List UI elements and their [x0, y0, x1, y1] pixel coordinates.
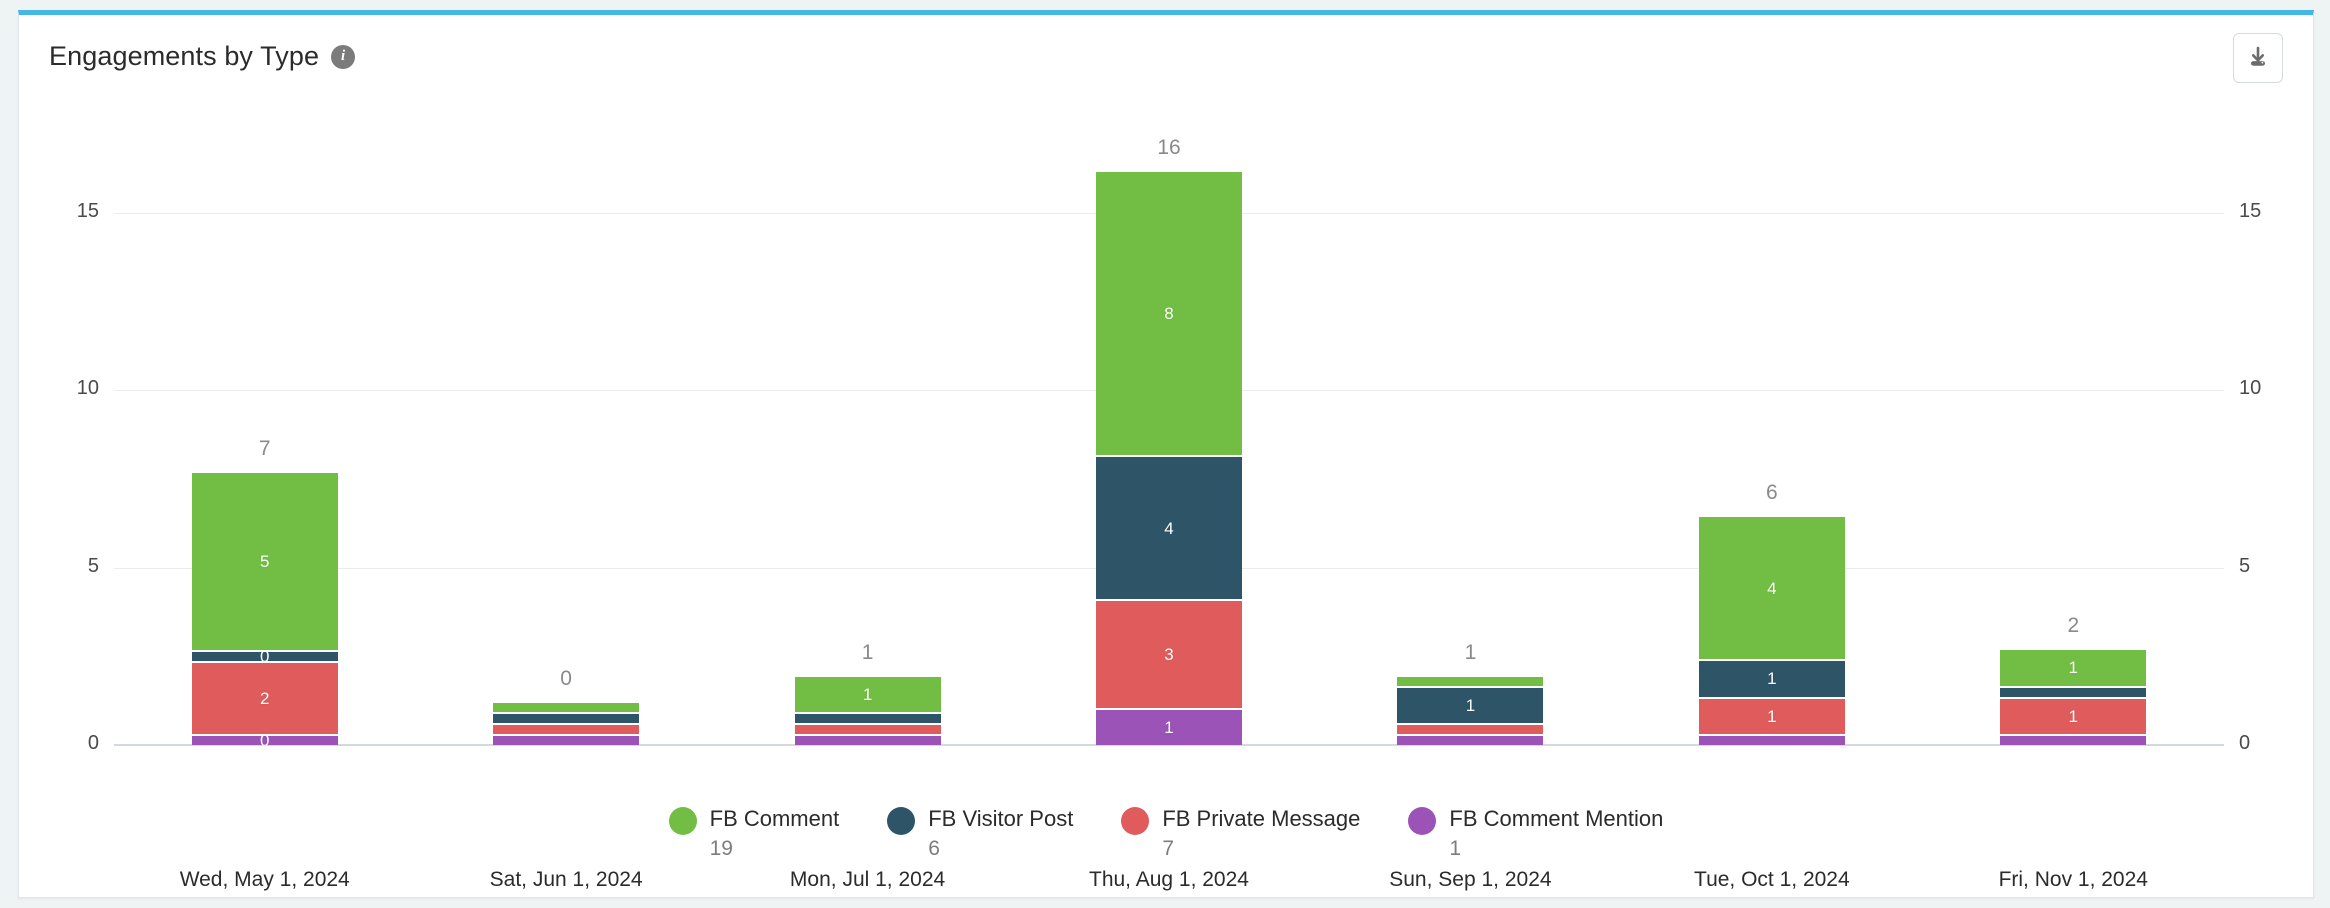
chart-legend: FB Comment 19 FB Visitor Post 6 FB Private M…	[19, 805, 2313, 862]
bar-segment[interactable]: 1	[1698, 661, 1845, 697]
bar-total-label: 16	[1157, 135, 1181, 159]
bar-segment[interactable]	[2000, 687, 2147, 697]
bar-segment[interactable]	[1397, 736, 1544, 745]
bar-total-label: 6	[1766, 481, 1778, 505]
legend-item-value: 1	[1449, 836, 1462, 860]
legend-item-value: 19	[709, 836, 733, 860]
legend-item-label: FB Private Message	[1162, 806, 1361, 831]
bar-total-label: 1	[1464, 640, 1477, 664]
bar-segment[interactable]	[2000, 736, 2147, 745]
bar-total-label: 1	[861, 640, 874, 664]
bar-segment-value: 2	[259, 689, 270, 709]
x-axis-label: Sun, Sep 1, 2024	[1389, 868, 1552, 891]
legend-item-label: FB Visitor Post	[928, 806, 1074, 831]
x-axis-label: Sat, Jun 1, 2024	[489, 868, 643, 891]
bar-segment[interactable]: 1	[2000, 698, 2147, 734]
bar-segment[interactable]	[1698, 736, 1845, 745]
y-axis-tick-left-15: 15	[76, 200, 99, 222]
bar-segment-value: 1	[1164, 717, 1174, 737]
bar-segment[interactable]: 1	[1096, 709, 1242, 745]
bar-segment-value: 1	[2068, 658, 2079, 678]
bar-segment[interactable]: 0	[191, 648, 338, 665]
chart-plot-area: 0 0 5 5 10 10 15 15 0 2 0 5 7 0 1 1 1 3 4 8 16 1 1 1 1 4 6 1 1 2 Wed…	[77, 120, 2262, 891]
bar-segment[interactable]	[493, 725, 640, 734]
bar-segment-value: 3	[1164, 644, 1174, 664]
download-button[interactable]	[2233, 33, 2283, 83]
bar-segment-value: 8	[1164, 303, 1174, 323]
bar-segment[interactable]: 1	[1397, 687, 1544, 723]
bar-group[interactable]	[493, 701, 640, 745]
bar-segment-value: 1	[1465, 695, 1476, 715]
bar-segment[interactable]: 4	[1698, 517, 1845, 660]
card-header: Engagements by Type i	[19, 15, 2313, 107]
bar-segment[interactable]: 3	[1096, 601, 1242, 708]
download-icon	[2251, 46, 2265, 66]
bar-segment-value: 4	[1767, 578, 1777, 598]
bar-segment[interactable]: 1	[1698, 698, 1845, 734]
bar-segment[interactable]: 5	[191, 472, 338, 651]
legend-item-fb-comment-mention[interactable]: FB Comment Mention 1	[1408, 805, 1663, 862]
bar-segment-value: 1	[1767, 669, 1777, 689]
legend-item-fb-comment[interactable]: FB Comment 19	[668, 805, 840, 862]
y-axis-tick-right-5: 5	[2239, 554, 2251, 577]
legend-color-swatch-icon	[1408, 807, 1437, 835]
legend-color-swatch-icon	[887, 807, 916, 835]
x-axis-label: Wed, May 1, 2024	[179, 868, 350, 891]
title-group: Engagements by Type i	[49, 41, 356, 72]
legend-item-value: 6	[928, 836, 940, 860]
bar-group[interactable]: 1	[794, 675, 941, 745]
legend-item-fb-private-message[interactable]: FB Private Message 7	[1121, 805, 1360, 862]
bar-total-label: 7	[258, 436, 271, 460]
bar-segment[interactable]: 4	[1096, 457, 1242, 600]
legend-item-value: 7	[1162, 836, 1174, 860]
y-axis-tick-left-10: 10	[76, 377, 99, 400]
x-axis-label: Mon, Jul 1, 2024	[789, 868, 946, 891]
y-axis-tick-right-10: 10	[2239, 377, 2262, 400]
bar-segment-value: 1	[862, 684, 873, 704]
bar-segment[interactable]	[794, 725, 941, 734]
bar-group[interactable]: 0 2 0 5	[191, 471, 338, 749]
bar-segment[interactable]	[493, 714, 640, 723]
bar-segment[interactable]	[1397, 676, 1544, 686]
info-icon[interactable]: i	[331, 44, 356, 69]
bar-segment-value: 0	[259, 647, 270, 667]
legend-item-label: FB Comment Mention	[1449, 806, 1664, 831]
bar-segment-value: 1	[1767, 706, 1777, 726]
bar-segment[interactable]	[1397, 725, 1544, 734]
bar-segment[interactable]: 0	[191, 732, 338, 749]
bar-segment[interactable]: 8	[1096, 171, 1242, 456]
bar-segment[interactable]: 2	[191, 663, 338, 734]
y-axis-tick-right-15: 15	[2239, 200, 2262, 222]
bar-total-label: 2	[2067, 614, 2080, 638]
y-axis-tick-right-0: 0	[2239, 732, 2251, 754]
y-axis-tick-left-0: 0	[87, 732, 99, 754]
bar-segment[interactable]	[493, 736, 640, 745]
legend-color-swatch-icon	[668, 807, 697, 835]
bar-group[interactable]: 1	[1397, 675, 1544, 745]
bar-segment-value: 1	[2068, 706, 2079, 726]
bar-segment-value: 4	[1164, 518, 1174, 538]
bar-segment-value: 0	[259, 731, 270, 750]
bar-segment[interactable]	[794, 736, 941, 745]
bar-group[interactable]: 1 1 4	[1698, 515, 1845, 745]
bar-total-label: 0	[560, 667, 572, 690]
bar-segment[interactable]	[794, 714, 941, 723]
x-axis-label: Thu, Aug 1, 2024	[1089, 868, 1249, 891]
gridline-0	[114, 744, 2224, 746]
bar-group[interactable]: 1 3 4 8	[1096, 170, 1242, 745]
bar-segment-value: 5	[259, 551, 270, 571]
x-axis-label: Fri, Nov 1, 2024	[1998, 868, 2148, 891]
page-title: Engagements by Type	[49, 41, 320, 71]
legend-item-fb-visitor-post[interactable]: FB Visitor Post 6	[887, 805, 1073, 862]
y-axis-tick-left-5: 5	[87, 554, 99, 577]
legend-color-swatch-icon	[1121, 807, 1150, 835]
x-axis-label: Tue, Oct 1, 2024	[1694, 868, 1850, 891]
bar-segment[interactable]: 1	[794, 676, 941, 712]
bar-segment[interactable]: 1	[2000, 650, 2147, 686]
bar-segment[interactable]	[493, 703, 640, 712]
legend-item-label: FB Comment	[709, 806, 840, 831]
